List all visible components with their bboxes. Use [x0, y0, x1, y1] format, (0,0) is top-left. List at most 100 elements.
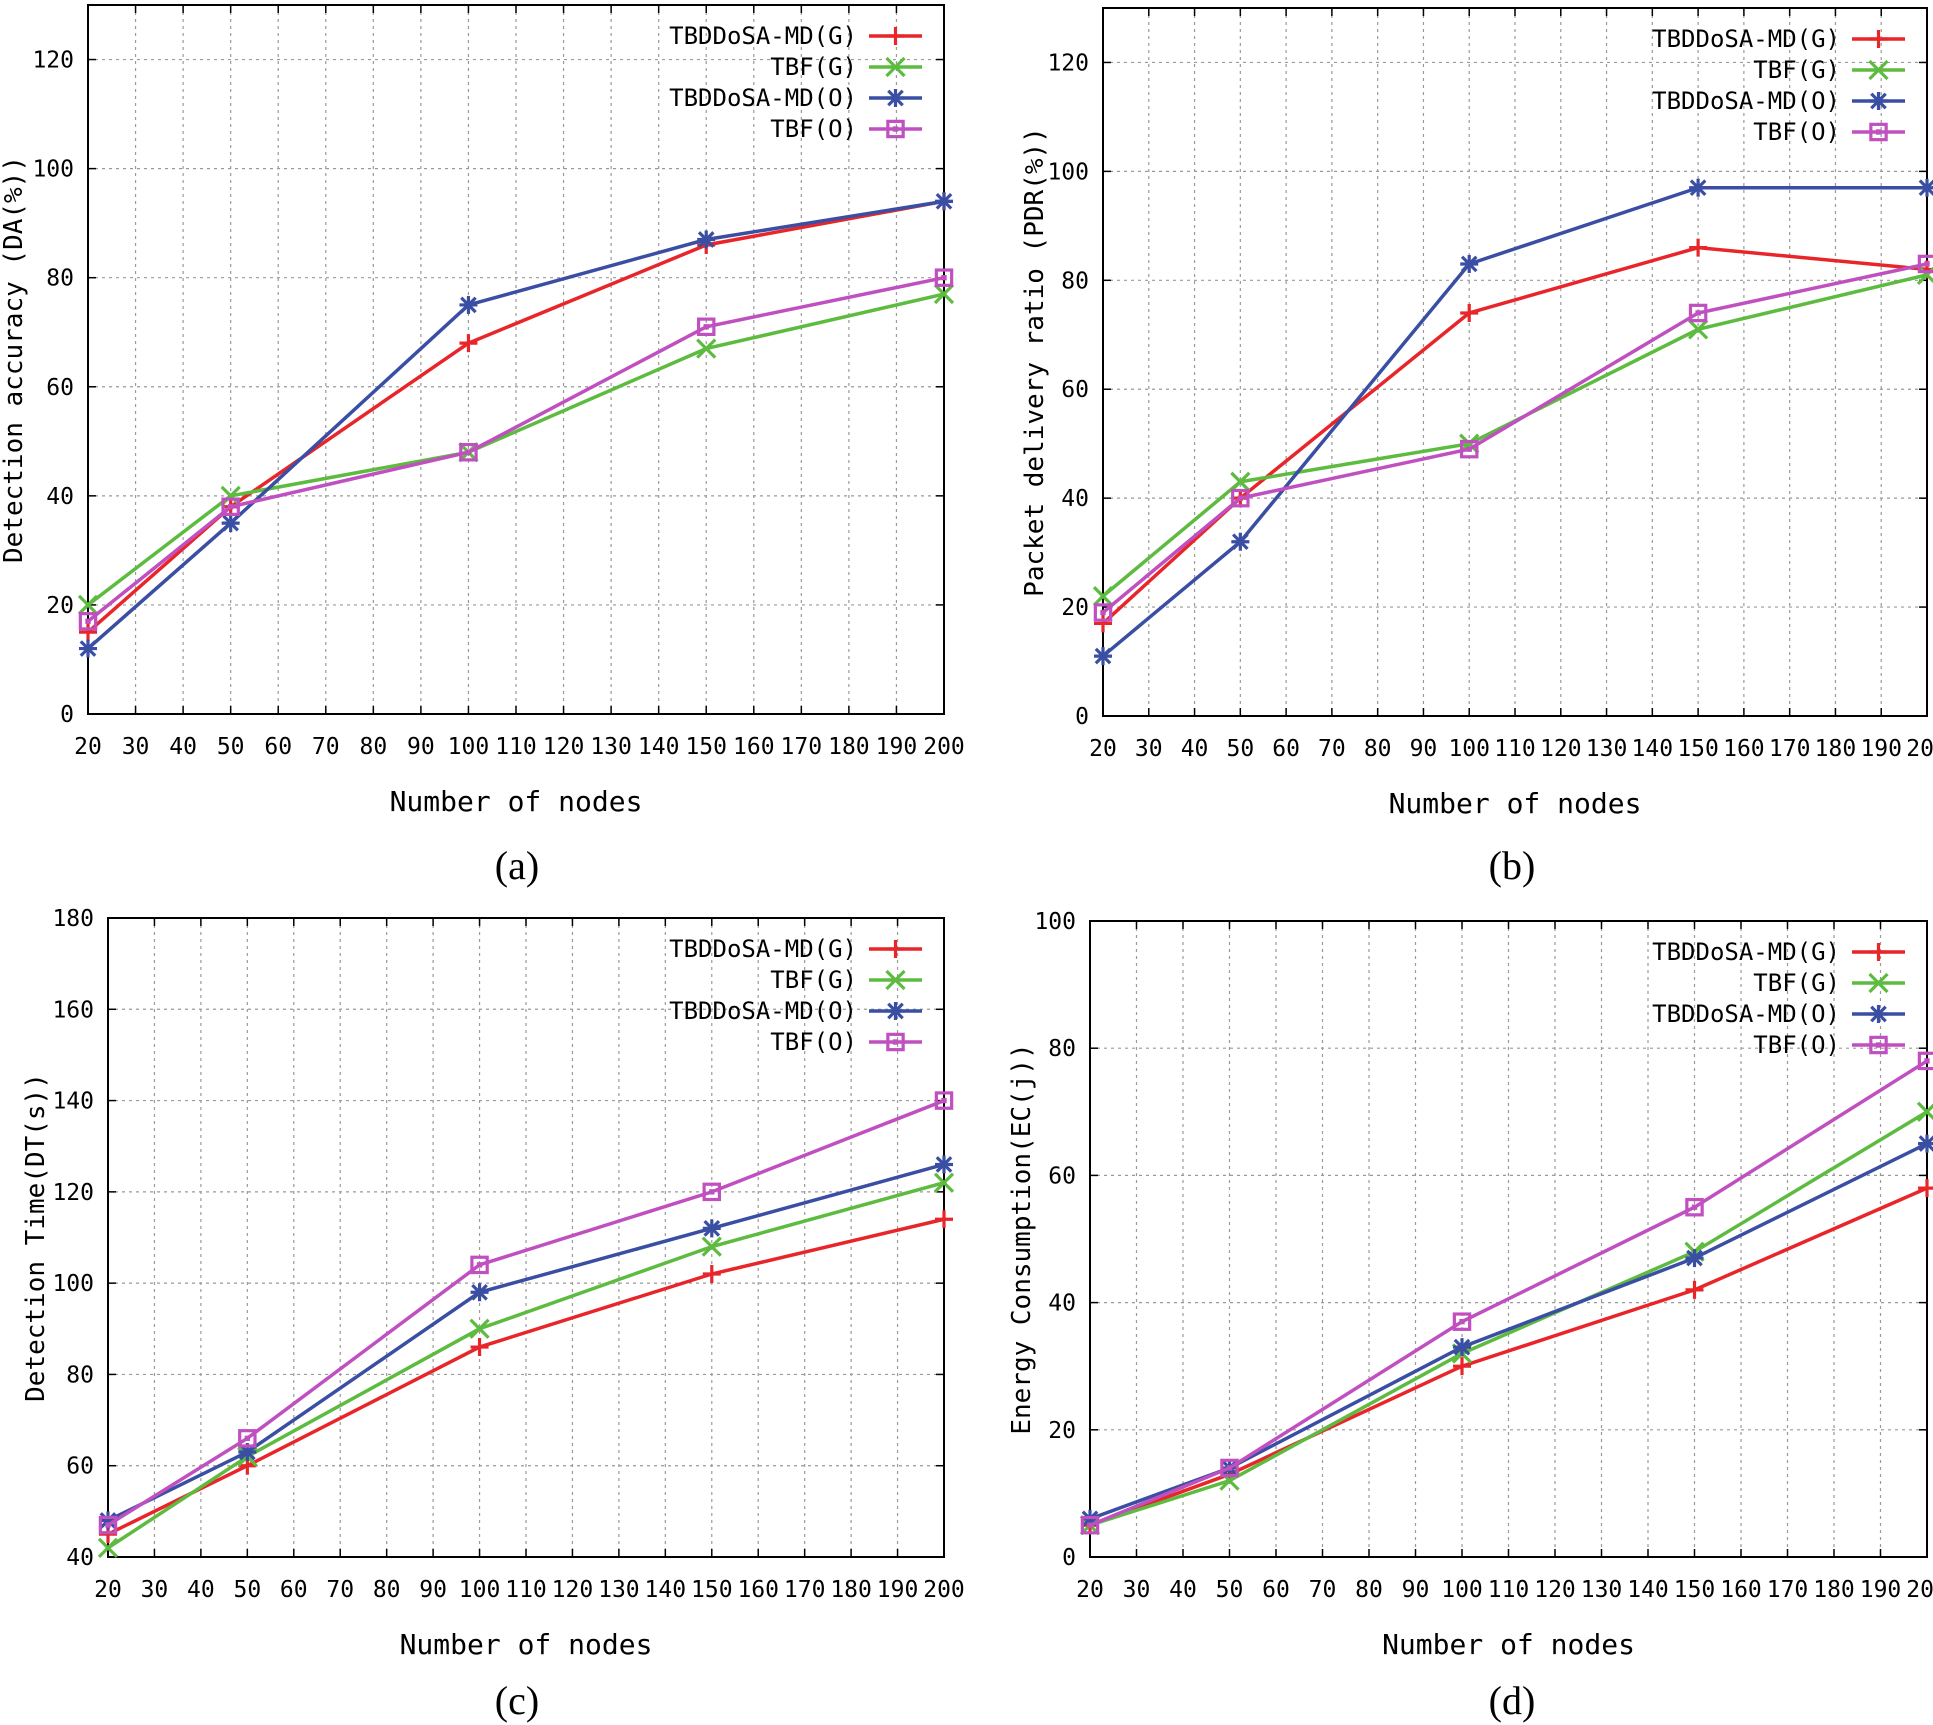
data-point: [702, 1182, 722, 1202]
data-point: [459, 334, 478, 353]
y-tick-label: 40: [1048, 1291, 1076, 1317]
x-tick-label: 20: [74, 734, 102, 760]
x-tick-label: 150: [1677, 736, 1719, 762]
legend-marker: [886, 1032, 905, 1052]
x-tick-label: 110: [1494, 736, 1536, 762]
data-point: [1918, 178, 1933, 197]
grid: [1103, 8, 1927, 716]
x-tick-label: 30: [1123, 1577, 1151, 1603]
data-point: [1452, 1312, 1472, 1331]
data-point: [1917, 1051, 1933, 1071]
data-point: [702, 1219, 721, 1238]
legend-label: TBDDoSA-MD(G): [669, 22, 857, 50]
x-tick-label: 80: [359, 734, 387, 760]
legend-label: TBF(G): [770, 966, 857, 994]
data-point: [221, 497, 240, 517]
legend-label: TBDDoSA-MD(O): [669, 997, 857, 1025]
data-point: [98, 1515, 118, 1535]
legend-marker: [1869, 1005, 1888, 1023]
data-point: [1230, 471, 1251, 492]
legend-label: TBDDoSA-MD(O): [1652, 1000, 1840, 1028]
data-point: [1094, 614, 1112, 633]
legend-marker: [1868, 972, 1889, 994]
x-axis-label: Number of nodes: [1382, 1628, 1635, 1661]
legend-marker: [1869, 122, 1888, 142]
x-tick-label: 60: [1272, 736, 1300, 762]
caption-d: (d): [1488, 1678, 1536, 1723]
y-tick-label: 0: [1062, 1545, 1076, 1571]
data-point: [1092, 586, 1114, 607]
series-TBF(O): [1093, 254, 1933, 622]
data-point: [459, 295, 478, 314]
x-tick-label: 140: [638, 734, 680, 760]
data-point: [1687, 319, 1709, 340]
chart-0: 20 30 40 50 60 70 80 90 100 110 120 130 140 150 160 170…: [0, 4, 965, 818]
y-tick-label: 180: [52, 906, 94, 932]
legend-label: TBF(G): [770, 53, 857, 81]
x-tick-label: 80: [1355, 1577, 1383, 1603]
data-point: [220, 485, 241, 506]
y-tick-label: 80: [66, 1362, 94, 1388]
caption-c: (c): [494, 1678, 540, 1723]
y-tick-label: 80: [1061, 268, 1089, 294]
y-tick-label: 0: [1075, 704, 1089, 730]
data-point: [1220, 1458, 1239, 1478]
data-point: [470, 1338, 489, 1357]
x-tick-label: 200: [1906, 736, 1933, 762]
legend-label: TBDDoSA-MD(G): [1652, 25, 1840, 53]
data-point: [469, 1318, 490, 1339]
x-axis-label: Number of nodes: [400, 1628, 653, 1661]
series-TBF(G): [1092, 264, 1933, 607]
legend: TBDDoSA-MD(G) TBF(G) TBDDoSA-MD(O) TBF(O): [669, 935, 922, 1056]
x-tick-label: 90: [419, 1577, 447, 1603]
x-tick-label: 100: [448, 734, 490, 760]
x-tick-label: 70: [312, 734, 340, 760]
legend-label: TBDDoSA-MD(G): [669, 935, 857, 963]
data-point: [1685, 1197, 1704, 1217]
x-tick-label: 50: [217, 734, 245, 760]
y-tick-label: 20: [1048, 1418, 1076, 1444]
x-tick-label: 110: [1488, 1577, 1530, 1603]
y-axis-label: Energy Consumption(EC(j)): [1007, 1043, 1037, 1434]
x-tick-label: 40: [187, 1577, 215, 1603]
chart-2: 20 30 40 50 60 70 80 90 100 110 120 130 140 150 160 170…: [21, 906, 965, 1661]
x-tick-label: 60: [280, 1577, 308, 1603]
data-point: [934, 1091, 954, 1110]
legend-label: TBDDoSA-MD(O): [669, 84, 857, 112]
data-point: [1453, 1338, 1471, 1357]
x-tick-label: 130: [1581, 1577, 1623, 1603]
data-point: [1689, 238, 1708, 257]
legend-marker: [1869, 1035, 1888, 1055]
series-TBDDoSA-MD(G): [1081, 1179, 1933, 1535]
legend-marker: [885, 969, 906, 991]
data-point: [1231, 532, 1250, 551]
x-tick-label: 160: [1720, 1577, 1762, 1603]
x-tick-label: 170: [1769, 736, 1811, 762]
x-tick-label: 80: [373, 1577, 401, 1603]
y-tick-label: 60: [1061, 377, 1089, 403]
x-tick-label: 50: [1216, 1577, 1244, 1603]
data-point: [696, 317, 716, 337]
y-tick-label: 100: [52, 1271, 94, 1297]
data-point: [78, 612, 98, 631]
x-tick-label: 170: [784, 1577, 826, 1603]
x-tick-label: 40: [169, 734, 197, 760]
x-tick-label: 70: [326, 1577, 354, 1603]
x-tick-label: 180: [1815, 736, 1857, 762]
data-point: [1918, 1134, 1933, 1153]
y-axis-label: Detection accuracy (DA(%)): [0, 156, 29, 563]
x-tick-label: 120: [543, 734, 585, 760]
legend-label: TBF(O): [770, 1028, 857, 1056]
data-point: [1453, 1357, 1471, 1376]
legend-marker: [886, 119, 905, 139]
legend-marker: [886, 1002, 905, 1020]
y-tick-label: 100: [32, 157, 74, 183]
series-TBF(O): [78, 268, 954, 631]
data-point: [97, 1537, 119, 1559]
y-tick-label: 80: [46, 266, 74, 292]
data-point: [470, 1283, 489, 1302]
x-tick-label: 170: [1767, 1577, 1809, 1603]
caption-b: (b): [1488, 843, 1536, 888]
legend-marker: [1869, 30, 1888, 48]
